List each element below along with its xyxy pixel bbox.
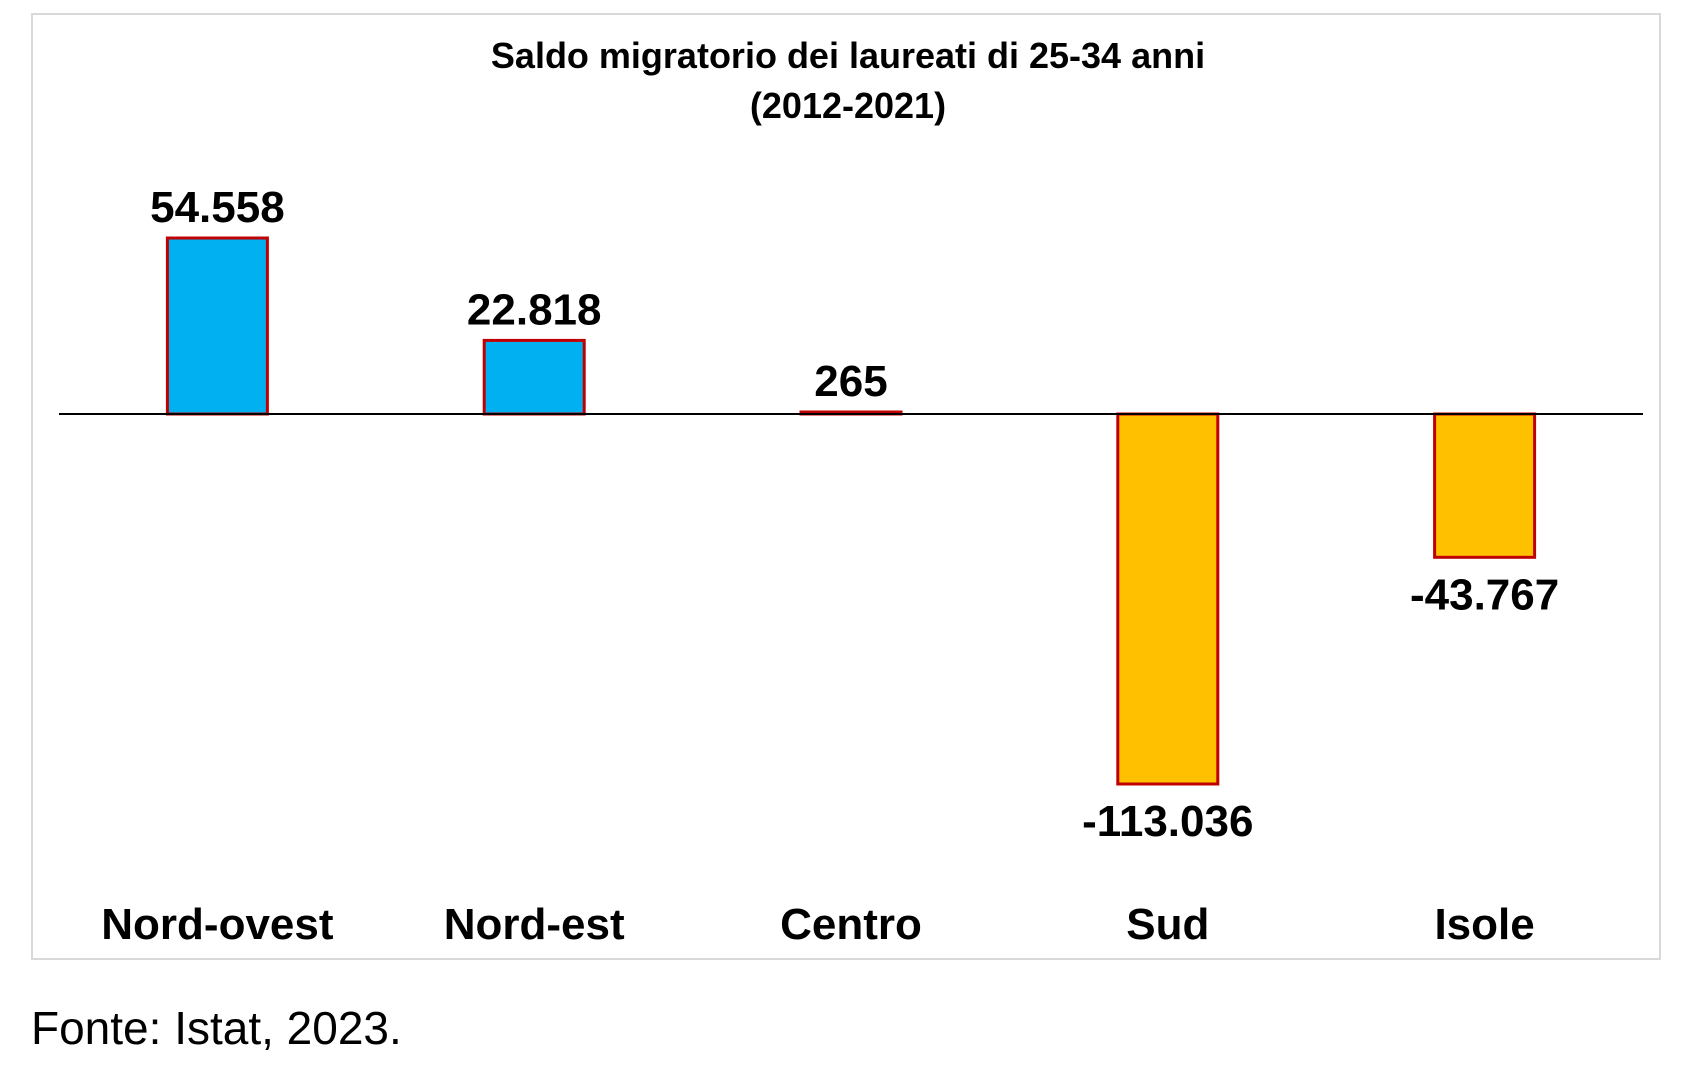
chart-title-line-1: Saldo migratorio dei laureati di 25-34 a…: [491, 35, 1205, 76]
category-label-isole: Isole: [1434, 900, 1534, 949]
category-label-nord-ovest: Nord-ovest: [101, 900, 334, 949]
bars-layer: [165, 236, 1537, 786]
bar-nord-est: [482, 338, 586, 416]
source-note: Fonte: Istat, 2023.: [31, 1002, 402, 1054]
labels-layer: 54.558 Nord-ovest 22.818 Nord-est 265 Centro -…: [101, 183, 1559, 949]
bar-sud: [1116, 412, 1220, 786]
chart-title-line-2: (2012-2021): [750, 85, 946, 126]
value-label-sud: -113.036: [1082, 797, 1253, 846]
chart-frame: [31, 13, 1661, 960]
value-label-nord-est: 22.818: [467, 285, 602, 334]
value-label-nord-ovest: 54.558: [150, 183, 285, 232]
category-label-sud: Sud: [1126, 900, 1209, 949]
value-label-centro: 265: [814, 357, 887, 406]
bar-isole: [1433, 412, 1537, 559]
bar-nord-ovest: [165, 236, 269, 416]
value-label-isole: -43.767: [1410, 570, 1559, 619]
category-label-nord-est: Nord-est: [444, 900, 625, 949]
category-label-centro: Centro: [780, 900, 922, 949]
